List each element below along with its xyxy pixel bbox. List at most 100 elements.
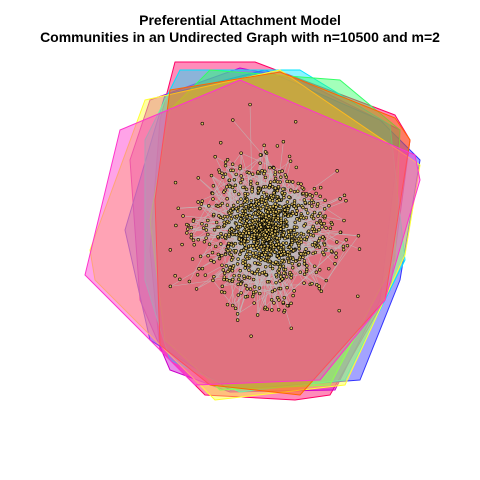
graph-node [250, 187, 254, 192]
graph-node [306, 251, 311, 255]
graph-node [293, 259, 298, 263]
graph-node [272, 301, 276, 305]
graph-node [275, 236, 279, 240]
graph-node [213, 155, 217, 159]
graph-node [277, 208, 281, 213]
graph-node [312, 210, 317, 215]
graph-node [254, 251, 258, 255]
graph-node [232, 203, 236, 208]
graph-node [246, 239, 250, 244]
graph-node [255, 181, 260, 186]
graph-node [227, 279, 232, 283]
graph-node [293, 220, 297, 225]
graph-node [186, 227, 190, 231]
graph-node [258, 161, 262, 165]
graph-node [286, 208, 290, 213]
graph-node [231, 207, 235, 211]
graph-node [286, 250, 290, 254]
graph-node [302, 262, 307, 266]
graph-edge [211, 152, 267, 194]
graph-node [291, 180, 295, 184]
graph-node [242, 274, 246, 278]
graph-node [225, 197, 229, 201]
graph-node [287, 245, 292, 249]
graph-node [264, 255, 269, 260]
graph-node [268, 259, 272, 263]
graph-nodes [168, 102, 362, 338]
graph-edge [277, 215, 311, 236]
graph-node [275, 295, 280, 300]
graph-node [224, 233, 228, 237]
graph-node [217, 256, 222, 261]
graph-node [272, 190, 276, 195]
graph-node [279, 175, 283, 179]
graph-node [317, 284, 321, 288]
graph-node [271, 234, 275, 238]
graph-node [236, 257, 240, 261]
graph-node [190, 257, 195, 261]
graph-node [250, 172, 255, 176]
graph-node [265, 280, 270, 284]
graph-node [299, 240, 303, 244]
graph-node [291, 293, 295, 298]
graph-node [219, 290, 224, 294]
graph-node [231, 118, 235, 122]
graph-node [185, 222, 189, 227]
graph-node [276, 185, 281, 189]
graph-node [229, 253, 233, 257]
graph-node [321, 250, 325, 255]
graph-node [211, 197, 215, 201]
graph-node [356, 234, 361, 238]
graph-node [342, 193, 347, 198]
graph-node [232, 273, 236, 278]
graph-node [274, 222, 278, 226]
graph-node [315, 283, 319, 287]
graph-node [311, 200, 316, 205]
graph-node [243, 221, 248, 226]
graph-node [267, 185, 271, 190]
graph-node [285, 285, 289, 290]
graph-node [311, 216, 316, 221]
graph-node [341, 247, 346, 252]
graph-node [273, 176, 278, 181]
graph-node [297, 257, 302, 262]
graph-node [227, 211, 232, 215]
graph-node [297, 262, 301, 267]
graph-node [296, 189, 300, 193]
graph-node [315, 221, 319, 225]
graph-node [261, 237, 266, 242]
graph-node [219, 141, 223, 145]
graph-node [234, 172, 238, 177]
graph-node [277, 267, 281, 272]
graph-node [268, 180, 273, 184]
graph-node [274, 210, 278, 214]
graph-node [310, 204, 314, 208]
graph-node [307, 229, 311, 233]
graph-node [216, 252, 221, 257]
graph-node [271, 194, 276, 199]
graph-node [236, 200, 240, 204]
graph-node [282, 308, 287, 313]
graph-node [214, 220, 219, 225]
graph-node [260, 195, 264, 199]
graph-node [235, 214, 239, 218]
graph-node [292, 190, 297, 194]
graph-node [249, 198, 253, 203]
graph-node [275, 188, 280, 193]
graph-node [282, 271, 286, 275]
graph-node [198, 206, 202, 211]
graph-node [247, 268, 251, 272]
graph-node [223, 172, 228, 176]
graph-node [251, 294, 255, 299]
graph-node [255, 313, 260, 317]
graph-node [187, 279, 192, 284]
graph-node [232, 178, 237, 182]
graph-node [261, 248, 265, 252]
graph-node [273, 186, 278, 190]
graph-node [212, 212, 216, 217]
graph-node [257, 233, 262, 237]
graph-node [272, 245, 276, 249]
graph-node [272, 179, 277, 184]
graph-node [180, 242, 184, 247]
graph-node [273, 229, 277, 233]
